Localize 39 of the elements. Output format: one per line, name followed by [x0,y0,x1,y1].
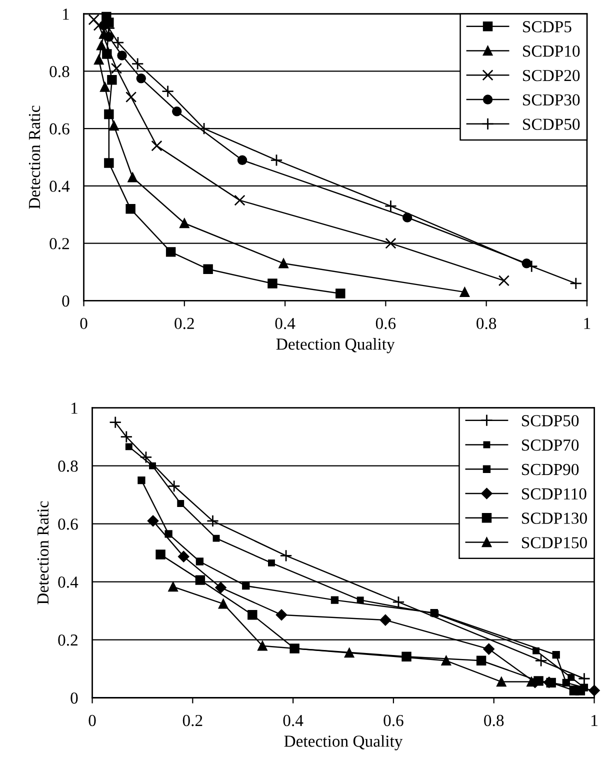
y-tick-label: 0.6 [58,518,78,530]
x-axis-title: Detection Quality [284,735,403,750]
y-tick-label: 0.2 [58,634,78,646]
legend-label: SCDP70 [522,439,579,451]
y-tick-label: 1 [63,8,69,20]
x-tick-label: 0.4 [283,714,304,726]
x-tick-label: 1 [584,318,590,329]
legend-label: SCDP90 [522,464,579,476]
legend-label: SCDP110 [522,488,586,500]
legend-label: SCDP5 [523,21,572,32]
x-tick-label: 0.8 [476,318,496,330]
x-tick-label: 0.2 [174,318,194,330]
legend-label: SCDP10 [523,46,580,57]
legend-label: SCDP50 [522,415,579,426]
legend-label: SCDP150 [522,537,587,548]
x-tick-label: 0.8 [484,714,504,726]
y-tick-label: 0 [70,692,78,704]
y-tick-label: 0.4 [58,576,78,588]
x-axis-title: Detection Quality [276,338,395,354]
y-tick-label: 1 [72,402,78,414]
x-tick-label: 0 [80,318,88,330]
y-tick-label: 0.8 [50,66,70,78]
legend-label: SCDP130 [522,512,587,524]
x-tick-label: 0.2 [182,714,202,726]
x-tick-label: 0 [88,714,96,726]
x-tick-label: 1 [592,714,598,726]
y-tick-label: 0 [62,295,70,307]
x-tick-label: 0.6 [376,318,396,330]
y-tick-label: 0.8 [58,460,78,472]
y-axis-title: Detection Ratic [28,106,40,209]
y-tick-label: 0.4 [50,180,70,192]
y-tick-label: 0.2 [50,238,69,250]
x-tick-label: 0.6 [384,714,404,726]
y-tick-label: 0.6 [50,123,70,135]
legend-label: SCDP30 [523,94,580,106]
x-tick-label: 0.4 [275,318,296,330]
y-axis-title: Detection Ratic [37,501,49,604]
legend-label: SCDP20 [523,70,580,82]
legend-label: SCDP50 [523,118,580,130]
